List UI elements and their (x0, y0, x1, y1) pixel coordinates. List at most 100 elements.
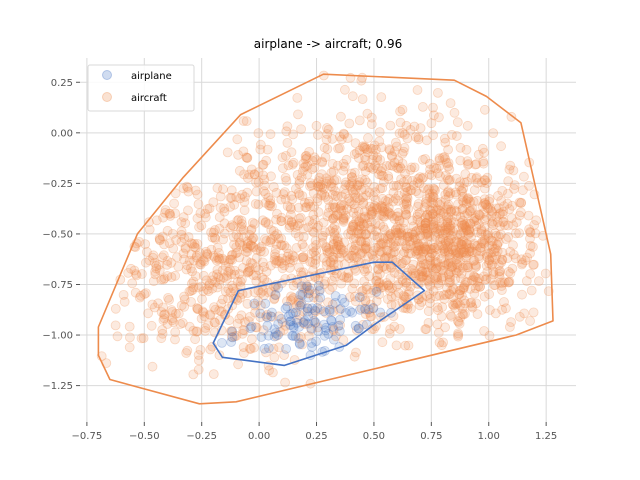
scatter-point (193, 199, 204, 210)
scatter-point (302, 169, 313, 180)
scatter-point (479, 175, 490, 186)
scatter-point (502, 188, 513, 199)
scatter-point (497, 254, 508, 265)
scatter-point (276, 212, 287, 223)
scatter-point (322, 123, 332, 133)
scatter-point (400, 240, 411, 251)
scatter-point (327, 203, 338, 214)
scatter-point (470, 159, 481, 170)
scatter-point (432, 88, 443, 98)
scatter-point (360, 244, 370, 255)
scatter-point (229, 239, 240, 250)
scatter-point (457, 239, 467, 250)
scatter-point (462, 238, 473, 249)
scatter-point (336, 205, 347, 216)
scatter-point (290, 228, 301, 239)
scatter-point (431, 263, 442, 274)
scatter-point (329, 175, 340, 186)
scatter-point (226, 269, 237, 280)
scatter-point (450, 245, 461, 255)
scatter-point (507, 200, 518, 211)
scatter-point (400, 204, 411, 215)
scatter-point (395, 106, 406, 117)
scatter-point (172, 252, 182, 263)
scatter-point (401, 241, 412, 252)
scatter-point (300, 161, 311, 172)
scatter-point (284, 222, 295, 233)
scatter-point (504, 276, 515, 287)
scatter-point (362, 108, 373, 119)
scatter-point (488, 128, 499, 139)
scatter-point (305, 256, 316, 267)
scatter-point (265, 200, 276, 211)
scatter-point (432, 274, 443, 285)
scatter-point (441, 223, 452, 234)
scatter-point (481, 178, 492, 189)
scatter-point (253, 199, 264, 210)
scatter-point (416, 266, 427, 277)
scatter-point (383, 209, 394, 220)
scatter-point (357, 72, 368, 83)
scatter-point (378, 177, 389, 188)
scatter-point (322, 245, 333, 256)
scatter-point (360, 213, 371, 224)
scatter-point (394, 324, 405, 334)
scatter-point (265, 235, 276, 246)
scatter-point (428, 191, 439, 202)
scatter-point (343, 193, 354, 204)
scatter-point (420, 223, 431, 234)
y-tick-label: −0.75 (42, 280, 73, 291)
scatter-point (326, 181, 336, 192)
scatter-point (455, 285, 465, 296)
scatter-point (495, 277, 506, 288)
scatter-point (417, 271, 428, 282)
scatter-point (355, 220, 366, 231)
scatter-point (315, 284, 326, 295)
scatter-point (467, 302, 478, 313)
scatter-point (329, 244, 340, 255)
scatter-point (347, 250, 358, 261)
scatter-point (361, 229, 372, 240)
scatter-point (298, 267, 309, 278)
scatter-point (207, 283, 218, 294)
scatter-point (361, 190, 372, 201)
scatter-point (213, 252, 224, 263)
scatter-point (359, 206, 370, 217)
scatter-point (497, 217, 508, 227)
scatter-point (237, 219, 247, 229)
scatter-point (391, 281, 402, 292)
scatter-point (355, 236, 366, 247)
scatter-point (412, 209, 423, 220)
scatter-point (253, 177, 264, 188)
scatter-point (215, 202, 226, 213)
scatter-point (484, 305, 495, 315)
scatter-point (373, 281, 384, 292)
scatter-point (462, 225, 473, 236)
scatter-point (302, 303, 313, 313)
scatter-point (357, 218, 368, 229)
scatter-point (343, 272, 354, 283)
scatter-point (282, 296, 292, 307)
scatter-point (202, 204, 213, 214)
scatter-point (504, 164, 515, 175)
scatter-point (473, 149, 484, 160)
scatter-point (433, 112, 444, 123)
scatter-point (397, 258, 408, 269)
scatter-point (257, 257, 268, 268)
scatter-point (494, 269, 505, 279)
legend-label-airplane: airplane (131, 71, 172, 82)
scatter-point (404, 231, 415, 242)
scatter-point (384, 282, 395, 293)
scatter-point (374, 258, 385, 269)
scatter-point (204, 309, 215, 320)
scatter-point (350, 245, 361, 256)
scatter-point (186, 238, 197, 249)
scatter-point (324, 304, 335, 315)
scatter-point (422, 228, 433, 239)
scatter-point (303, 198, 314, 209)
scatter-point (259, 174, 270, 185)
scatter-point (427, 248, 438, 259)
scatter-point (367, 250, 378, 261)
scatter-point (420, 259, 431, 270)
scatter-point (366, 224, 377, 235)
